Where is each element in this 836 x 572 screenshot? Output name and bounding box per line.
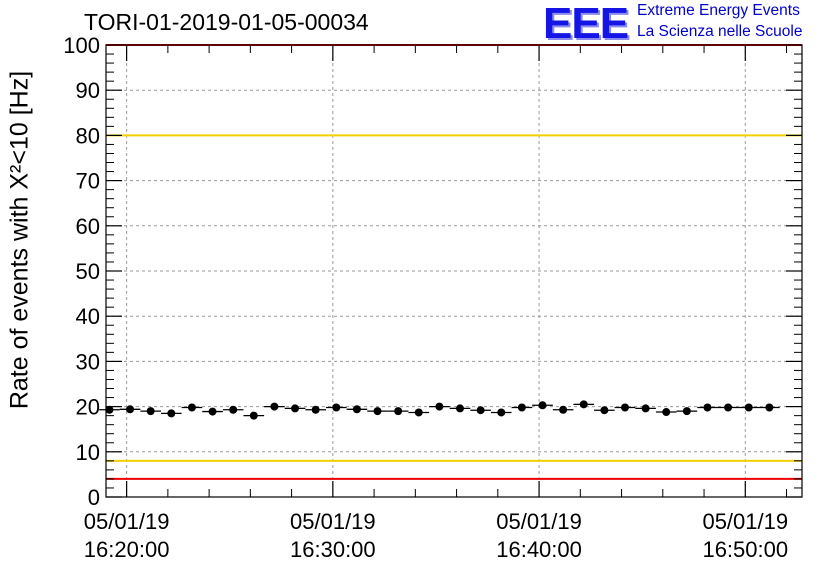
logo-text-line2: La Scienza nelle Scuole [637,23,803,40]
y-tick-label: 50 [76,259,100,284]
data-point [579,400,588,409]
y-tick-label: 70 [76,169,100,194]
data-point [414,408,423,417]
data-point [765,403,774,412]
data-point [126,405,135,414]
y-tick-label: 0 [88,485,100,510]
data-point [497,408,506,417]
data-point [538,401,547,410]
data-point [476,406,485,415]
axis-ticks [106,44,802,498]
data-point [167,409,176,418]
y-tick-label: 10 [76,440,100,465]
x-tick-label-date: 05/01/19 [84,509,170,534]
x-tick-label-date: 05/01/19 [290,509,376,534]
eee-logo: EEE [543,0,629,48]
y-tick-label: 80 [76,123,100,148]
y-tick-label: 60 [76,214,100,239]
data-points [99,400,780,420]
y-tick-label: 20 [76,395,100,420]
data-point [559,405,568,414]
x-tick-label-date: 05/01/19 [496,509,582,534]
grid [106,45,802,497]
y-tick-label: 30 [76,349,100,374]
data-point [291,404,300,413]
y-tick-label: 40 [76,304,100,329]
x-tick-label-time: 16:20:00 [84,537,170,562]
data-point [105,405,114,414]
data-point [682,407,691,416]
data-point [229,405,238,414]
data-point [517,403,526,412]
logo-text-line1: Extreme Energy Events [637,2,800,19]
data-point [641,404,650,413]
data-point [249,411,258,420]
x-tick-label-date: 05/01/19 [702,509,788,534]
x-tick-label-time: 16:30:00 [290,537,376,562]
data-point [600,406,609,415]
data-point [352,405,361,414]
data-point [394,407,403,416]
x-tick-label-time: 16:50:00 [702,537,788,562]
data-point [146,407,155,416]
data-point [311,405,320,414]
data-point [620,403,629,412]
chart-title: TORI-01-2019-01-05-00034 [84,9,369,35]
y-tick-label: 100 [63,33,100,58]
data-point [703,403,712,412]
data-point [270,402,279,411]
x-tick-label-time: 16:40:00 [496,537,582,562]
data-point [332,403,341,412]
data-point [662,408,671,417]
data-point [373,407,382,416]
data-point [187,403,196,412]
data-point [744,403,753,412]
data-point [724,403,733,412]
y-tick-label: 90 [76,78,100,103]
data-point [208,407,217,416]
data-point [456,404,465,413]
tick-labels: 0 10 20 30 40 50 60 70 80 90 100 05/01/19 16:20:00 05… [63,33,788,562]
data-point [435,402,444,411]
